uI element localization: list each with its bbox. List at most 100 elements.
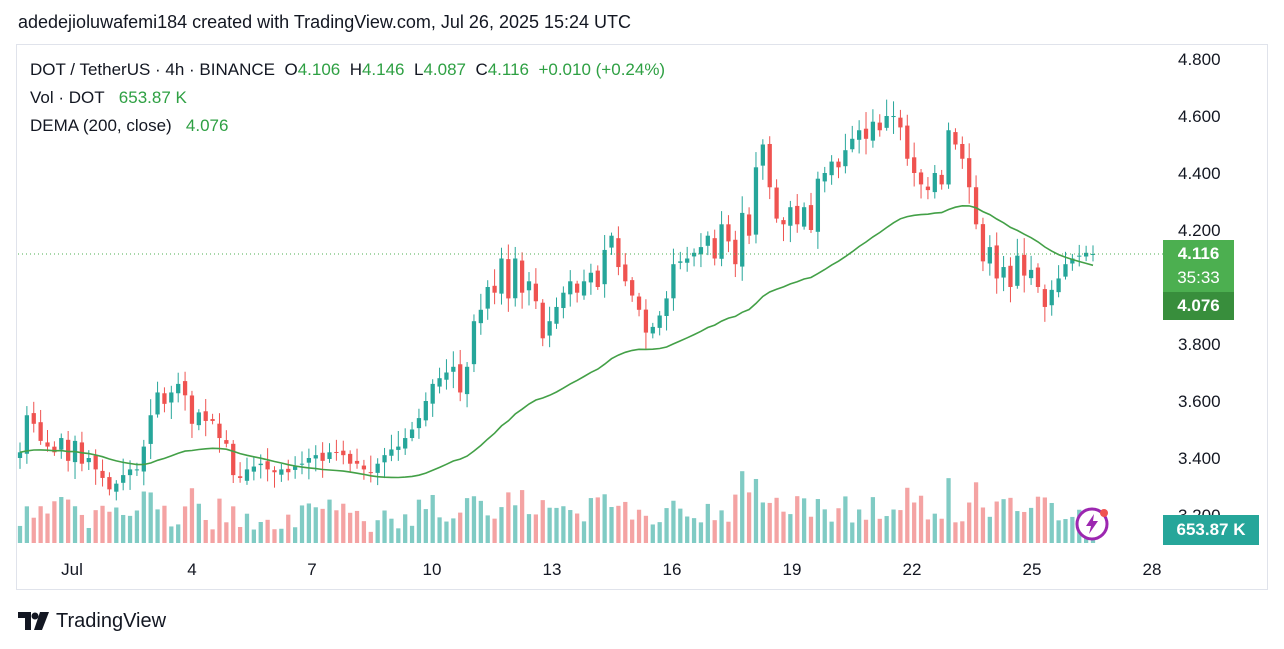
- volume-bar: [237, 526, 243, 543]
- volume-bar: [354, 510, 360, 543]
- candle-body: [967, 158, 972, 188]
- volume-bar: [1035, 496, 1041, 543]
- candle-body: [946, 130, 951, 185]
- volume-bar: [808, 516, 814, 543]
- volume-bar: [38, 506, 43, 543]
- candle-body: [843, 150, 848, 167]
- candle-body: [107, 477, 112, 490]
- candle-body: [595, 270, 600, 287]
- volume-bar: [189, 488, 195, 543]
- candle-body: [272, 470, 277, 473]
- candle-body: [1028, 269, 1034, 279]
- candle-body: [822, 173, 827, 182]
- candle-body: [657, 315, 662, 328]
- volume-bar: [870, 497, 876, 543]
- volume-bar: [134, 510, 140, 543]
- volume-bar: [299, 505, 305, 543]
- candle-body: [1063, 264, 1068, 277]
- candle-body: [1022, 254, 1027, 276]
- volume-bar: [857, 509, 862, 543]
- volume-bar: [272, 529, 277, 543]
- candle-body: [588, 272, 594, 283]
- x-tick-label: Jul: [61, 560, 83, 579]
- volume-bar: [575, 513, 580, 543]
- candle-body: [93, 455, 98, 470]
- legend-volume[interactable]: Vol · DOT 653.87 K: [30, 88, 187, 108]
- candle-body: [746, 214, 752, 236]
- candle-body: [182, 381, 188, 396]
- volume-bar: [581, 521, 587, 543]
- volume-bar: [609, 507, 614, 543]
- volume-bar: [568, 510, 573, 543]
- volume-bar: [863, 519, 869, 543]
- legend-open-label: O: [284, 60, 298, 79]
- volume-bar: [602, 494, 607, 543]
- volume-bar: [829, 521, 834, 543]
- volume-bar: [100, 505, 105, 543]
- volume-bar: [925, 519, 931, 543]
- candle-body: [1015, 255, 1020, 286]
- volume-bar: [389, 518, 394, 543]
- volume-bar: [430, 494, 435, 543]
- volume-bar: [643, 515, 649, 543]
- volume-bar: [121, 514, 126, 543]
- volume-bar: [932, 513, 937, 543]
- tradingview-brand[interactable]: TradingView: [18, 608, 166, 634]
- candle-body: [857, 130, 862, 140]
- volume-bar: [877, 518, 882, 543]
- candle-body: [781, 220, 786, 225]
- legend-symbol[interactable]: DOT / TetherUS · 4h · BINANCE: [30, 60, 275, 79]
- volume-bar: [1022, 511, 1027, 543]
- candle-body: [733, 239, 738, 265]
- candle-body: [148, 415, 153, 444]
- candle-body: [664, 298, 669, 316]
- volume-bar: [1028, 507, 1034, 543]
- dema-price-badge: 4.076: [1163, 292, 1234, 320]
- legend-volume-value: 653.87 K: [118, 88, 187, 107]
- volume-bar: [884, 516, 889, 543]
- volume-bar: [657, 522, 662, 543]
- volume-bar: [630, 519, 635, 543]
- candle-body: [31, 413, 36, 424]
- candle-body: [430, 383, 435, 404]
- legend-volume-label: Vol · DOT: [30, 88, 105, 107]
- candle-body: [416, 418, 422, 429]
- volume-bar: [671, 500, 676, 543]
- volume-bar: [396, 528, 401, 543]
- legend-dema[interactable]: DEMA (200, close) 4.076: [30, 116, 228, 136]
- volume-bar: [59, 497, 64, 543]
- volume-bar: [224, 522, 229, 543]
- candle-body: [409, 429, 415, 438]
- candle-body: [327, 452, 332, 459]
- candle-body: [210, 419, 215, 421]
- volume-bar: [980, 507, 986, 543]
- candle-body: [286, 468, 291, 473]
- volume-bar: [52, 501, 57, 543]
- volume-bar: [169, 526, 174, 543]
- candle-body: [389, 449, 394, 456]
- volume-bar: [616, 505, 621, 543]
- candle-body: [602, 249, 607, 285]
- volume-bar: [24, 506, 30, 543]
- volume-bar: [719, 510, 724, 543]
- volume-bar: [588, 498, 594, 543]
- candle-body: [540, 302, 545, 339]
- candle-body: [1070, 258, 1075, 264]
- volume-bar: [409, 525, 415, 543]
- volume-bar: [86, 527, 91, 543]
- chart-frame: [16, 44, 1268, 590]
- volume-bar: [519, 490, 525, 543]
- candle-body: [774, 187, 779, 219]
- volume-bar: [17, 525, 23, 543]
- volume-bar: [822, 509, 827, 543]
- candle-body: [918, 172, 924, 185]
- candle-body: [561, 292, 566, 309]
- volume-bar: [918, 495, 924, 543]
- lightning-icon[interactable]: [1074, 506, 1110, 542]
- volume-bar: [698, 522, 704, 543]
- volume-bar: [251, 529, 256, 543]
- volume-bar: [416, 499, 422, 543]
- candle-body: [341, 450, 346, 456]
- candle-body: [176, 383, 181, 394]
